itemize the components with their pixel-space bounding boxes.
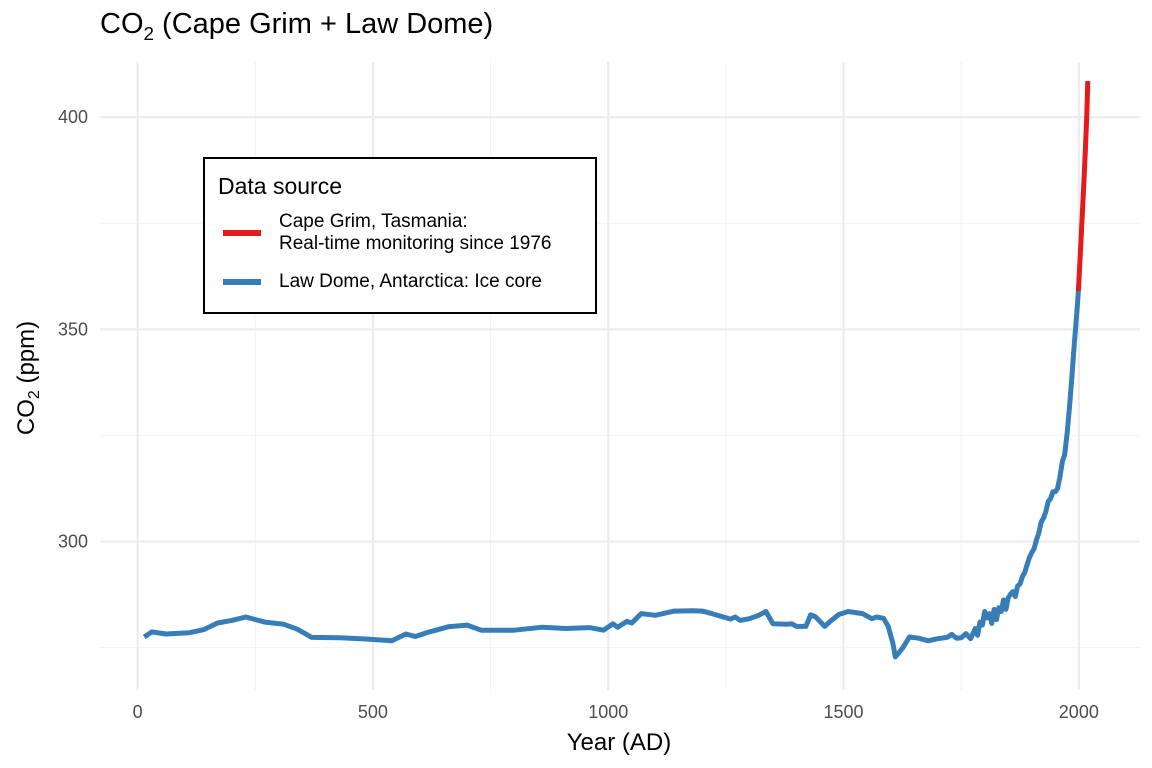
legend-label-cape-grim: Cape Grim, Tasmania: Real-time monitorin… [279,211,552,254]
x-tick-label: 0 [133,702,143,722]
series-law-dome-line [142,290,1081,660]
legend-key-cape-grim [223,230,261,236]
series-cape-grim-line [1075,81,1091,292]
y-tick-label: 350 [58,319,88,339]
x-tick-label: 1000 [588,702,628,722]
x-tick-label: 1500 [824,702,864,722]
legend-item-law-dome: Law Dome, Antarctica: Ice core [223,271,542,293]
y-tick-label: 400 [58,107,88,127]
legend-item-cape-grim: Cape Grim, Tasmania: Real-time monitorin… [223,211,551,255]
x-tick-label: 500 [358,702,388,722]
y-axis-label: CO2 (ppm) [13,321,43,435]
legend: Data source Cape Grim, Tasmania: Real-ti… [203,157,597,314]
legend-label-law-dome: Law Dome, Antarctica: Ice core [279,271,542,292]
y-tick-label: 300 [58,531,88,551]
chart-title: CO2 (Cape Grim + Law Dome) [100,8,494,44]
x-axis-label: Year (AD) [567,729,671,756]
x-tick-label: 2000 [1059,702,1099,722]
legend-title: Data source [218,173,343,199]
legend-key-law-dome [223,279,261,285]
